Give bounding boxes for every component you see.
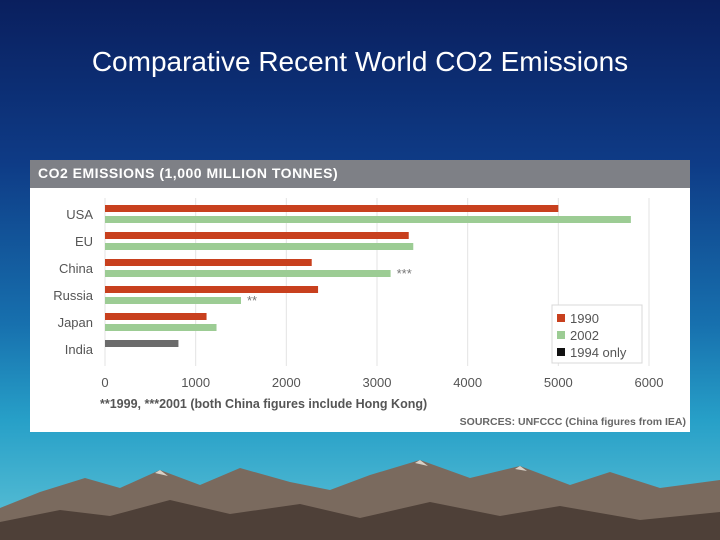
x-tick-label-4000: 4000 [453,375,482,390]
bar-eu-2002 [105,243,414,250]
annotation-russia: ** [247,293,257,308]
bar-usa-1990 [105,205,559,212]
x-tick-label-5000: 5000 [544,375,573,390]
chart-header: CO2 EMISSIONS (1,000 MILLION TONNES) [30,160,690,188]
category-label-eu: EU [75,234,93,249]
bar-china-2002 [105,270,391,277]
bar-russia-1990 [105,286,319,293]
x-tick-label-1000: 1000 [181,375,210,390]
mountain-landscape [0,460,720,540]
category-label-india: India [65,342,94,357]
legend-swatch-1994-only [557,348,565,356]
mountain-range-front [0,500,720,540]
bar-china-1990 [105,259,312,266]
chart-source: SOURCES: UNFCCC (China figures from IEA) [460,416,686,428]
category-label-japan: Japan [58,315,93,330]
bar-japan-2002 [105,324,217,331]
bar-eu-1990 [105,232,409,239]
legend-label-1990: 1990 [570,311,599,326]
chart-footnote: **1999, ***2001 (both China figures incl… [100,397,427,411]
chart-panel: CO2 EMISSIONS (1,000 MILLION TONNES) 0 10… [30,160,690,432]
bar-japan-1990 [105,313,207,320]
legend-label-2002: 2002 [570,328,599,343]
category-label-china: China [59,261,94,276]
bar-chart: 0 1000 2000 3000 4000 5000 6000 USA EU China *** Ru… [53,198,686,428]
x-tick-label-2000: 2000 [272,375,301,390]
legend-box [551,304,643,364]
x-tick-label-6000: 6000 [635,375,664,390]
legend-label-1994-only: 1994 only [570,345,627,360]
mountain-snowcaps [155,460,527,476]
x-tick-label-3000: 3000 [363,375,392,390]
x-tick-label-0: 0 [101,375,108,390]
legend-swatch-2002 [557,331,565,339]
category-label-russia: Russia [53,288,94,303]
bar-usa-2002 [105,216,631,223]
annotation-china: *** [397,266,412,281]
legend-swatch-1990 [557,314,565,322]
bar-india-1994-only [105,340,179,347]
slide-title: Comparative Recent World CO2 Emissions [91,46,629,77]
bar-russia-2002 [105,297,241,304]
chart-title: CO2 EMISSIONS (1,000 MILLION TONNES) [38,165,339,181]
category-label-usa: USA [66,207,93,222]
